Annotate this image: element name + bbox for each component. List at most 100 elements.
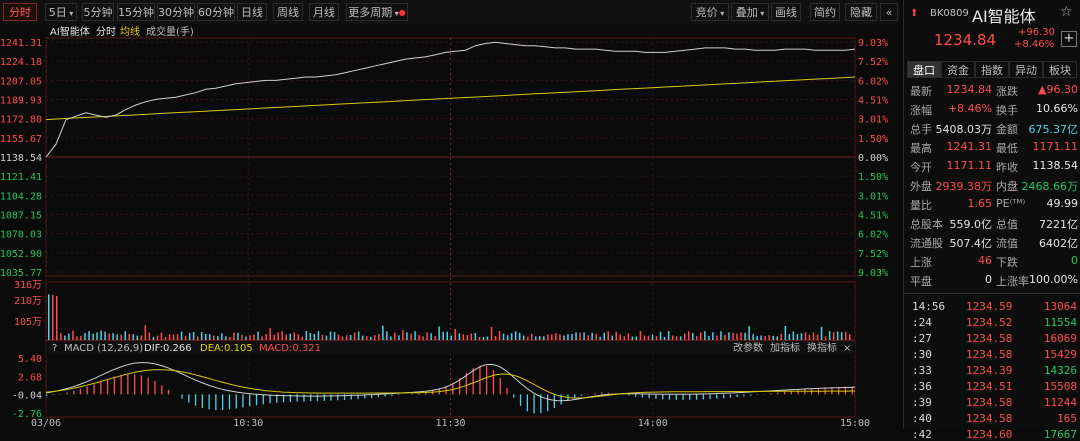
collapse-panel-button[interactable]: « [880, 3, 898, 21]
macd-bar [533, 394, 534, 413]
trade-volume: 15429 [1044, 348, 1077, 361]
volume-bar [732, 333, 734, 340]
switch-indicator-button[interactable]: 换指标 [807, 341, 837, 354]
trade-time: 14:56 [912, 300, 945, 313]
macd-tick-label: -0.04 [12, 391, 42, 402]
volume-bar [350, 335, 352, 340]
volume-bar [781, 334, 783, 340]
auction-button[interactable]: 竞价 ▾ [691, 3, 729, 21]
volume-bar [161, 333, 163, 340]
percent-tick-label: 6.02% [858, 76, 888, 87]
favorite-star-icon[interactable]: ☆ [1060, 4, 1073, 20]
add-indicator-button[interactable]: 加指标 [770, 341, 800, 354]
macd-bar [161, 385, 162, 394]
volume-bar [153, 337, 155, 340]
quote-label: 涨幅 [910, 102, 932, 118]
tab-movement[interactable]: 异动 [1009, 61, 1043, 78]
volume-bar [370, 337, 372, 340]
dea-value: DEA:0.105 [200, 343, 253, 354]
volume-bar [740, 333, 742, 341]
quote-value: 49.99 [1047, 197, 1079, 210]
macd-bar [554, 394, 555, 408]
volume-bar [487, 337, 489, 341]
tab-15min[interactable]: 15分钟 [117, 3, 155, 21]
macd-bar [324, 394, 325, 401]
macd-bar [236, 394, 237, 408]
macd-bar [114, 377, 115, 395]
macd-bar [269, 394, 270, 403]
macd-bar [804, 390, 805, 395]
macd-bar [784, 392, 785, 395]
volume-bar [277, 332, 279, 340]
period-toolbar: 分时 5日 ▾ 5分钟 15分钟 30分钟 60分钟 日线 周线 月线 更多周期… [0, 0, 900, 25]
overlay-button[interactable]: 叠加 ▾ [731, 3, 769, 21]
volume-bar [426, 333, 428, 341]
macd-bar [493, 370, 494, 394]
legend-period: 分时 [96, 26, 116, 38]
tab-sector[interactable]: 板块 [1043, 61, 1077, 78]
percent-tick-label: 7.52% [858, 57, 888, 68]
volume-bar [777, 336, 779, 340]
add-watchlist-button[interactable]: + [1061, 31, 1077, 47]
macd-help-icon[interactable]: ? [52, 343, 57, 354]
macd-bar [703, 394, 704, 399]
price-tick-label: 1224.18 [0, 57, 42, 68]
volume-bar [704, 331, 706, 340]
simple-mode-button[interactable]: 简约 [810, 3, 840, 21]
price-tick-label: 1172.80 [0, 115, 42, 126]
volume-bar [503, 334, 505, 340]
tab-intraday[interactable]: 分时 [3, 3, 37, 21]
macd-bar [385, 394, 386, 396]
volume-bar [265, 334, 267, 340]
volume-bar [801, 333, 803, 340]
volume-bar [338, 335, 340, 341]
legend-avg: 均线 [120, 25, 140, 38]
tab-weekly[interactable]: 周线 [273, 3, 303, 21]
volume-bar [430, 333, 432, 340]
tab-30min[interactable]: 30分钟 [157, 3, 195, 21]
macd-bar [46, 394, 47, 396]
volume-bar [314, 334, 316, 340]
volume-bar [185, 336, 187, 340]
tab-more-periods[interactable]: 更多周期 ▾● [346, 3, 408, 21]
volume-bar [129, 334, 131, 340]
draw-line-button[interactable]: 画线 [771, 3, 801, 21]
dropdown-arrow-icon: ▾ [718, 9, 725, 18]
macd-bar [148, 378, 149, 395]
volume-bar [620, 335, 622, 341]
stock-name: AI智能体 [972, 3, 1036, 27]
volume-bar [165, 337, 167, 340]
tab-capital[interactable]: 资金 [941, 61, 975, 78]
tab-index[interactable]: 指数 [975, 61, 1009, 78]
tab-daily[interactable]: 日线 [237, 3, 267, 21]
volume-bar [833, 332, 835, 340]
volume-bar [386, 331, 388, 340]
volume-bar [358, 332, 360, 340]
volume-bar [760, 336, 762, 341]
volume-bar [298, 334, 300, 340]
volume-bar [84, 333, 86, 340]
volume-bar [676, 336, 678, 340]
hide-button[interactable]: 隐藏 [845, 3, 877, 21]
volume-bar [402, 330, 404, 340]
panel-edge-handle[interactable] [904, 300, 908, 322]
tab-5day[interactable]: 5日 ▾ [45, 3, 77, 21]
volume-bar [318, 331, 320, 340]
percent-tick-label: 6.02% [858, 230, 888, 241]
volume-bar [849, 334, 851, 340]
tab-more-label: 更多周期 [348, 6, 392, 19]
volume-bar [688, 331, 690, 340]
tab-monthly[interactable]: 月线 [309, 3, 339, 21]
volume-bar [100, 331, 102, 341]
volume-bar [145, 325, 147, 340]
volume-bar [121, 335, 123, 341]
intraday-chart[interactable]: 1241.311224.181207.051189.931172.801155.… [0, 24, 900, 429]
tab-order-book[interactable]: 盘口 [907, 61, 941, 78]
edit-params-button[interactable]: 改参数 [733, 341, 763, 354]
quote-value: +8.46% [948, 102, 992, 115]
volume-bar [125, 331, 127, 340]
volume-bar [837, 332, 839, 341]
close-macd-icon[interactable]: × [843, 343, 851, 354]
tab-5min[interactable]: 5分钟 [82, 3, 114, 21]
tab-60min[interactable]: 60分钟 [197, 3, 235, 21]
